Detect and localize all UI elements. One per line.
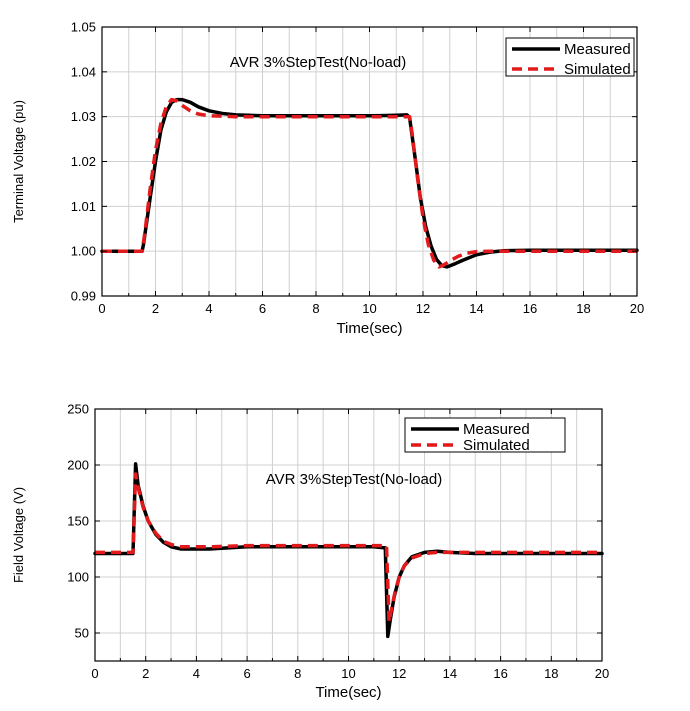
y-tick-label: 50 [75,626,89,641]
y-axis-label: Field Voltage (V) [11,487,26,583]
x-tick-label: 4 [205,301,212,316]
x-tick-label: 14 [469,301,483,316]
legend-label-measured: Measured [463,421,530,438]
series-line-simulated [95,472,602,624]
x-tick-label: 6 [243,666,250,681]
y-tick-label: 1.04 [71,64,96,79]
x-tick-label: 20 [595,666,609,681]
y-tick-label: 200 [67,458,89,473]
x-tick-label: 10 [341,666,355,681]
x-tick-label: 6 [259,301,266,316]
y-tick-label: 100 [67,570,89,585]
legend-label-measured: Measured [564,41,631,58]
x-tick-label: 16 [493,666,507,681]
x-tick-label: 18 [576,301,590,316]
legend: Measured Simulated [505,37,635,78]
x-tick-label: 16 [523,301,537,316]
x-axis-label: Time(sec) [315,684,381,701]
y-tick-label: 150 [67,514,89,529]
x-tick-label: 20 [630,301,644,316]
y-tick-label: 1.05 [71,20,96,35]
chart-annotation: AVR 3%StepTest(No-load) [230,54,406,71]
y-tick-label: 1.02 [71,154,96,169]
legend-box [505,37,635,77]
x-tick-label: 14 [443,666,457,681]
legend-label-simulated: Simulated [463,437,530,454]
x-tick-label: 18 [544,666,558,681]
x-tick-label: 8 [294,666,301,681]
y-tick-label: 1.03 [71,109,96,124]
x-tick-label: 2 [152,301,159,316]
chart-panel-2: 0 2 4 6 8 10 12 14 16 18 20 50 100 150 200 250 Time(sec)… [11,402,609,702]
x-tick-label: 8 [312,301,319,316]
x-tick-label: 4 [193,666,200,681]
x-axis-label: Time(sec) [336,320,402,337]
x-tick-label: 0 [98,301,105,316]
x-tick-label: 12 [392,666,406,681]
y-tick-label: 0.99 [71,289,96,304]
legend-label-simulated: Simulated [564,61,631,78]
y-tick-label: 250 [67,402,89,417]
chart-annotation: AVR 3%StepTest(No-load) [266,471,442,488]
x-tick-label: 12 [416,301,430,316]
y-tick-label: 1.01 [71,199,96,214]
x-tick-label: 0 [91,666,98,681]
series-line-simulated [102,97,637,269]
y-tick-label: 1.00 [71,244,96,259]
x-tick-label: 10 [362,301,376,316]
chart-panel-1: 0 2 4 6 8 10 12 14 16 18 20 0.99 1.00 1.01 1.02 1.03 1.0… [11,20,644,338]
y-axis-label: Terminal Voltage (pu) [11,100,26,223]
x-tick-label: 2 [142,666,149,681]
